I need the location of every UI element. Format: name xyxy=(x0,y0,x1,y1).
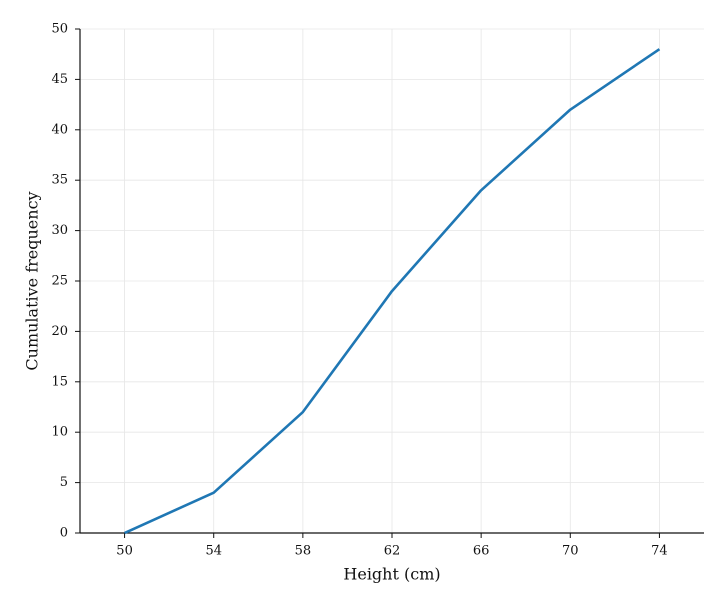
y-tick-label: 5 xyxy=(60,475,68,490)
x-tick-label: 62 xyxy=(384,544,401,559)
x-tick-label: 58 xyxy=(295,544,312,559)
x-tick-label: 54 xyxy=(205,544,222,559)
y-tick-label: 30 xyxy=(51,223,68,238)
x-tick-label: 70 xyxy=(562,544,579,559)
y-tick-label: 10 xyxy=(51,425,68,440)
y-tick-label: 35 xyxy=(51,173,68,188)
x-tick-label: 66 xyxy=(473,544,490,559)
y-tick-label: 50 xyxy=(51,22,68,37)
x-tick-label: 74 xyxy=(651,544,668,559)
y-tick-label: 20 xyxy=(51,324,68,339)
y-tick-label: 15 xyxy=(51,374,68,389)
data-line xyxy=(124,48,661,535)
y-tick-label: 45 xyxy=(51,72,68,87)
x-tick-label: 50 xyxy=(116,544,133,559)
y-tick-label: 0 xyxy=(60,526,68,541)
x-axis-label: Height (cm) xyxy=(343,565,440,584)
y-tick-label: 40 xyxy=(51,122,68,137)
y-tick-label: 25 xyxy=(51,274,68,289)
y-axis-label: Cumulative frequency xyxy=(23,191,42,370)
